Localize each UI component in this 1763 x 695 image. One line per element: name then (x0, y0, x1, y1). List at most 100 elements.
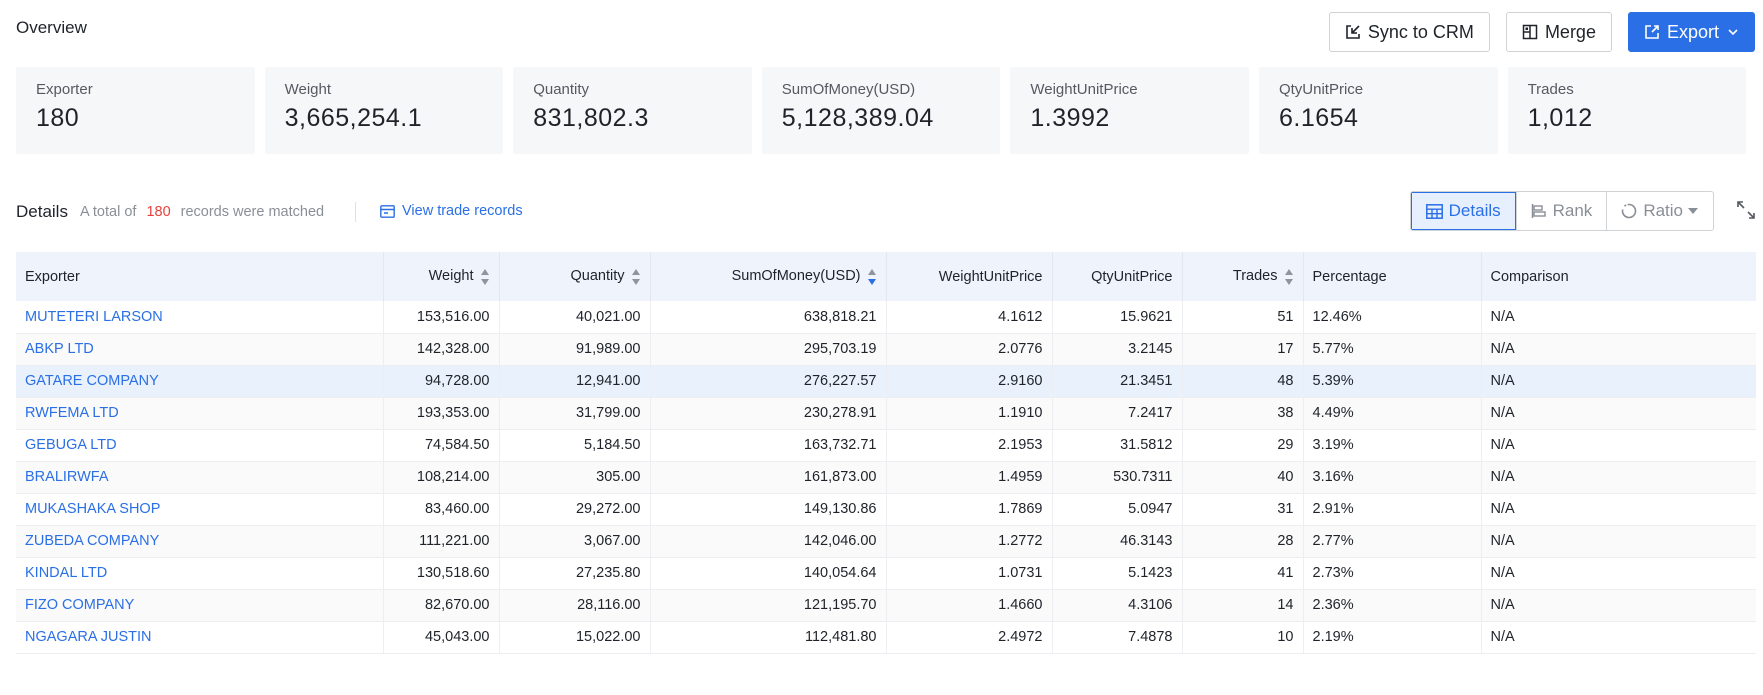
cell-quantity: 40,021.00 (499, 301, 651, 334)
export-button[interactable]: Export (1627, 12, 1755, 52)
exporter-link[interactable]: RWFEMA LTD (16, 397, 384, 430)
page-title: Overview (16, 18, 87, 37)
cell-trades: 28 (1182, 525, 1304, 558)
table-row: ZUBEDA COMPANY 111,221.00 3,067.00 142,0… (16, 525, 1756, 558)
cell-quantity: 27,235.80 (499, 557, 651, 590)
cell-percentage: 2.73% (1303, 557, 1482, 590)
cell-weight: 153,516.00 (383, 301, 500, 334)
cell-percentage: 4.49% (1303, 397, 1482, 430)
external-link-icon (1346, 25, 1360, 39)
stat-label: Weight (284, 81, 332, 98)
sort-icon[interactable] (1284, 268, 1294, 285)
cell-comparison: N/A (1481, 397, 1756, 430)
cell-percentage: 2.36% (1303, 589, 1482, 622)
cell-qty-unit-price: 46.3143 (1052, 525, 1183, 558)
tab-details[interactable]: Details (1410, 192, 1516, 230)
exporter-link[interactable]: KINDAL LTD (16, 557, 384, 590)
records-prefix: A total of (80, 204, 137, 220)
stat-card-qty-unit-price: QtyUnitPrice 6.1654 (1258, 67, 1498, 154)
records-count: 180 (146, 204, 171, 220)
stat-value: 831,802.3 (533, 104, 649, 132)
table-row: ABKP LTD 142,328.00 91,989.00 295,703.19… (16, 333, 1756, 366)
cell-percentage: 5.39% (1303, 365, 1482, 398)
sort-desc-active-icon[interactable] (867, 268, 877, 285)
cell-qty-unit-price: 21.3451 (1052, 365, 1183, 398)
column-header-trades[interactable]: Trades (1182, 252, 1304, 301)
details-table: Exporter Weight Quantity SumOfMoney(USD)… (16, 252, 1756, 695)
cell-weight-unit-price: 1.0731 (886, 557, 1053, 590)
exporter-link[interactable]: GEBUGA LTD (16, 429, 384, 462)
exporter-link[interactable]: MUKASHAKA SHOP (16, 493, 384, 526)
exporter-link[interactable]: FIZO COMPANY (16, 589, 384, 622)
column-header-weight-unit-price: WeightUnitPrice (886, 252, 1053, 301)
column-label: Percentage (1312, 268, 1387, 285)
sync-to-crm-button[interactable]: Sync to CRM (1328, 12, 1490, 52)
stat-value: 5,128,389.04 (781, 104, 934, 132)
tab-rank[interactable]: Rank (1515, 192, 1607, 230)
cell-weight-unit-price: 1.7869 (886, 493, 1053, 526)
stat-label: QtyUnitPrice (1278, 81, 1364, 98)
tab-ratio[interactable]: Ratio (1606, 192, 1713, 230)
merge-button[interactable]: Merge (1505, 12, 1612, 52)
cell-percentage: 2.91% (1303, 493, 1482, 526)
exporter-link[interactable]: NGAGARA JUSTIN (16, 621, 384, 654)
ratio-icon (1622, 203, 1637, 219)
exporter-link[interactable]: MUTETERI LARSON (16, 301, 384, 334)
cell-weight-unit-price: 1.1910 (886, 397, 1053, 430)
table-row: GEBUGA LTD 74,584.50 5,184.50 163,732.71… (16, 429, 1756, 462)
caret-down-icon (1688, 208, 1698, 214)
cell-trades: 41 (1182, 557, 1304, 590)
cell-percentage: 3.19% (1303, 429, 1482, 462)
cell-comparison: N/A (1481, 365, 1756, 398)
sort-icon[interactable] (480, 268, 490, 285)
cell-quantity: 5,184.50 (499, 429, 651, 462)
cell-qty-unit-price: 3.2145 (1052, 333, 1183, 366)
view-trade-records-link[interactable]: View trade records (380, 203, 523, 219)
cell-comparison: N/A (1481, 333, 1756, 366)
stat-value: 1.3992 (1030, 104, 1110, 132)
column-label: WeightUnitPrice (938, 268, 1043, 285)
cell-sum-of-money: 140,054.64 (650, 557, 887, 590)
cell-percentage: 5.77% (1303, 333, 1482, 366)
exporter-link[interactable]: ABKP LTD (16, 333, 384, 366)
cell-comparison: N/A (1481, 493, 1756, 526)
cell-quantity: 305.00 (499, 461, 651, 494)
column-label: Exporter (25, 268, 80, 285)
exporter-link[interactable]: ZUBEDA COMPANY (16, 525, 384, 558)
cell-weight: 108,214.00 (383, 461, 500, 494)
stat-label: SumOfMoney(USD) (781, 81, 916, 98)
sort-icon[interactable] (631, 268, 641, 285)
cell-percentage: 3.16% (1303, 461, 1482, 494)
exporter-link[interactable]: GATARE COMPANY (16, 365, 384, 398)
cell-trades: 14 (1182, 589, 1304, 622)
export-icon (1645, 25, 1659, 39)
cell-qty-unit-price: 7.2417 (1052, 397, 1183, 430)
column-header-sum-of-money[interactable]: SumOfMoney(USD) (650, 252, 887, 301)
cell-qty-unit-price: 31.5812 (1052, 429, 1183, 462)
sync-to-crm-label: Sync to CRM (1367, 21, 1474, 42)
column-header-quantity[interactable]: Quantity (499, 252, 651, 301)
stat-label: Quantity (533, 81, 590, 98)
column-header-percentage: Percentage (1303, 252, 1482, 301)
column-label: Comparison (1490, 268, 1569, 285)
fullscreen-icon[interactable] (1736, 200, 1756, 220)
cell-sum-of-money: 276,227.57 (650, 365, 887, 398)
column-label: SumOfMoney(USD) (731, 268, 861, 285)
stat-card-weight-unit-price: WeightUnitPrice 1.3992 (1010, 67, 1249, 154)
view-trade-records-label: View trade records (402, 203, 523, 219)
table-row: MUTETERI LARSON 153,516.00 40,021.00 638… (16, 301, 1756, 334)
cell-sum-of-money: 638,818.21 (650, 301, 887, 334)
exporter-link[interactable]: BRALIRWFA (16, 461, 384, 494)
cell-percentage: 12.46% (1303, 301, 1482, 334)
cell-weight: 94,728.00 (383, 365, 500, 398)
cell-weight-unit-price: 2.1953 (886, 429, 1053, 462)
cell-weight-unit-price: 1.4660 (886, 589, 1053, 622)
cell-comparison: N/A (1481, 557, 1756, 590)
records-icon (380, 204, 395, 218)
stat-value: 3,665,254.1 (284, 104, 423, 132)
cell-comparison: N/A (1481, 461, 1756, 494)
cell-sum-of-money: 163,732.71 (650, 429, 887, 462)
column-header-exporter: Exporter (16, 252, 384, 301)
column-header-weight[interactable]: Weight (383, 252, 500, 301)
cell-trades: 38 (1182, 397, 1304, 430)
